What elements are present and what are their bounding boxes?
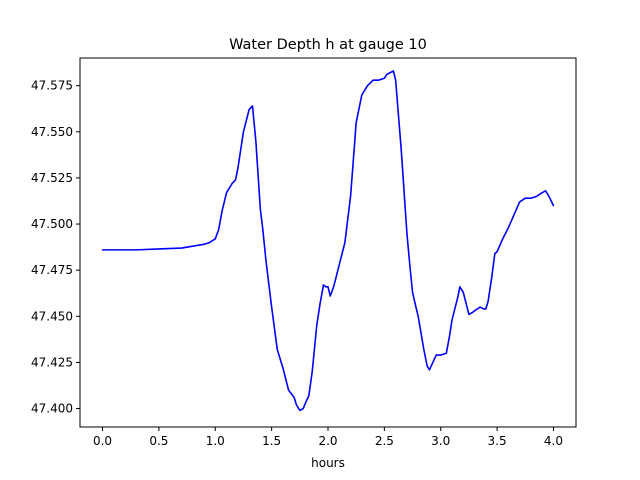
y-axis: 47.400 47.425 47.450 47.475 47.500 47.525 47.5… bbox=[31, 79, 80, 416]
x-tick-label: 1.0 bbox=[206, 434, 225, 448]
y-tick-label: 47.475 bbox=[31, 263, 73, 277]
x-tick-label: 1.5 bbox=[262, 434, 281, 448]
x-tick-label: 0.5 bbox=[149, 434, 168, 448]
chart-title: Water Depth h at gauge 10 bbox=[229, 37, 427, 53]
x-tick-label: 2.0 bbox=[318, 434, 337, 448]
y-tick-label: 47.500 bbox=[31, 217, 73, 231]
y-tick-label: 47.575 bbox=[31, 79, 73, 93]
x-tick-label: 4.0 bbox=[544, 434, 563, 448]
x-tick-label: 0.0 bbox=[93, 434, 112, 448]
x-tick-label: 2.5 bbox=[375, 434, 394, 448]
y-tick-label: 47.525 bbox=[31, 171, 73, 185]
plot-frame bbox=[79, 57, 577, 428]
x-tick-label: 3.5 bbox=[488, 434, 507, 448]
x-axis: 0.0 0.5 1.0 1.5 2.0 2.5 3.0 3.5 4.0 bbox=[93, 427, 563, 448]
x-axis-label: hours bbox=[311, 456, 345, 470]
series-line-water-depth bbox=[101, 70, 555, 412]
y-tick-label: 47.400 bbox=[31, 402, 73, 416]
y-tick-label: 47.425 bbox=[31, 355, 73, 369]
y-tick-label: 47.450 bbox=[31, 309, 73, 323]
x-tick-label: 3.0 bbox=[431, 434, 450, 448]
y-tick-label: 47.550 bbox=[31, 125, 73, 139]
